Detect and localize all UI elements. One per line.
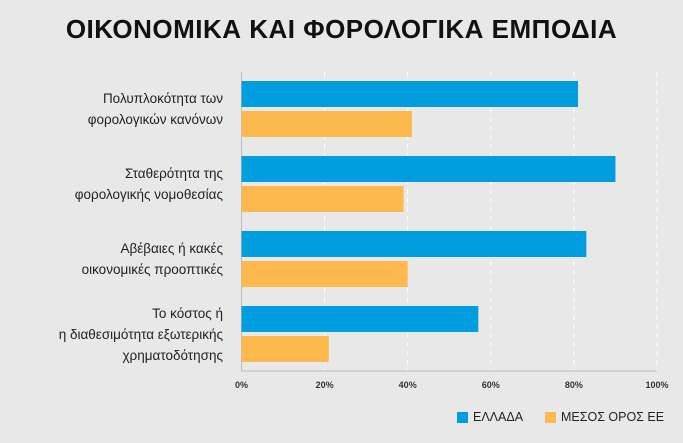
category-label-line: η διαθεσιμότητα εξωτερικής (58, 326, 223, 342)
category-label-line: Το κόστος ή (152, 305, 223, 321)
category-label-line: Σταθερότητα της (124, 166, 223, 181)
x-tick-label: 100% (645, 380, 669, 390)
bar-greece (241, 231, 587, 257)
category-label: Το κόστος ή η διαθεσιμότητα εξωτερικής χρη… (3, 303, 223, 366)
x-tick-label: 60% (481, 380, 500, 390)
bar-eu-average (241, 111, 412, 137)
x-tick-label: 80% (564, 380, 583, 390)
category-label-line: φορολογικών κανόνων (87, 112, 223, 127)
chart-title: ΟΙΚΟΝΟΜΙΚΑ ΚΑΙ ΦΟΡΟΛΟΓΙΚΑ ΕΜΠΟΔΙΑ (65, 14, 618, 44)
category-label-line: Αβέβαιες ή κακές (120, 241, 223, 256)
legend-label-greece: ΕΛΛΑΔΑ (473, 410, 524, 424)
category-label-line: χρηματοδότησης (122, 347, 223, 363)
bar-greece (241, 306, 479, 332)
legend-swatch-eu-average (545, 411, 556, 423)
legend-label-eu-average: ΜΕΣΟΣ ΟΡΟΣ ΕΕ (561, 410, 665, 424)
legend-item-greece: ΕΛΛΑΔΑ (457, 410, 523, 424)
category-label-line: φορολογικής νομοθεσίας (74, 187, 223, 202)
bar-greece (241, 156, 616, 182)
bar-eu-average (241, 261, 408, 287)
x-tick-label: 20% (315, 380, 334, 390)
category-label: Πολυπλοκότητα των φορολογικών κανόνων (3, 88, 223, 130)
category-label: Σταθερότητα της φορολογικής νομοθεσίας (3, 163, 223, 205)
bar-eu-average (241, 186, 404, 212)
x-tick-label: 0% (234, 380, 249, 390)
category-label-line: Πολυπλοκότητα των (102, 91, 223, 106)
bar-greece (241, 81, 579, 107)
category-label: Αβέβαιες ή κακές οικονομικές προοπτικές (3, 238, 223, 280)
category-label-line: οικονομικές προοπτικές (81, 262, 223, 277)
bar-eu-average (241, 336, 329, 362)
legend-item-eu-average: ΜΕΣΟΣ ΟΡΟΣ ΕΕ (545, 410, 664, 424)
x-tick-label: 40% (398, 380, 417, 390)
legend-swatch-greece (457, 411, 468, 423)
